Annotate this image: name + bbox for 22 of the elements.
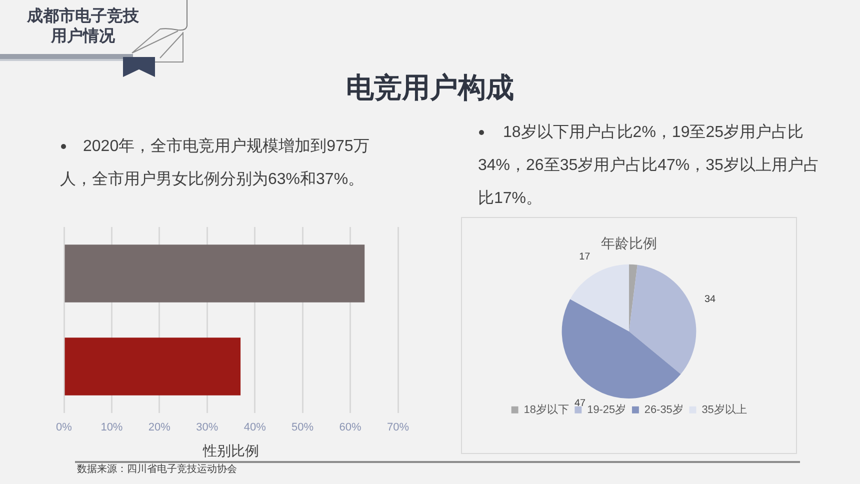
x-tick-label: 60% bbox=[339, 422, 362, 434]
chart-title: 年龄比例 bbox=[600, 235, 658, 251]
data-label: 34 bbox=[704, 294, 716, 306]
text: 18岁以下用户占比2%，19至25岁用户占比34%，26至35岁用户占比47%，35岁以上用户占比17%。 bbox=[478, 122, 820, 209]
x-tick-label: 0% bbox=[56, 422, 72, 434]
legend-label: 18岁以下 bbox=[524, 402, 569, 416]
x-tick-label: 20% bbox=[148, 422, 171, 434]
source-note: 数据来源：四川省电子竞技运动协会 bbox=[77, 464, 237, 476]
legend-label: 35岁以上 bbox=[702, 402, 747, 416]
x-tick-label: 40% bbox=[244, 422, 266, 434]
x-tick-label: 50% bbox=[292, 422, 314, 434]
legend-label: 19-25岁 bbox=[587, 404, 626, 416]
text: 成都市电子竞技用户情况 bbox=[26, 7, 140, 47]
x-tick-label: 30% bbox=[196, 422, 218, 434]
data-label: 47 bbox=[574, 398, 586, 409]
data-label: 17 bbox=[579, 251, 591, 262]
legend-label: 26-35岁 bbox=[644, 404, 684, 416]
text: 电竞用户构成 bbox=[345, 71, 515, 105]
x-axis-title: 性别比例 bbox=[202, 442, 259, 458]
x-tick-label: 70% bbox=[386, 422, 410, 434]
text: 2020年，全市电竞用户规模增加到975万人，全市用户男女比例分别为63%和37%。 bbox=[60, 136, 370, 190]
x-tick-label: 10% bbox=[100, 422, 123, 434]
